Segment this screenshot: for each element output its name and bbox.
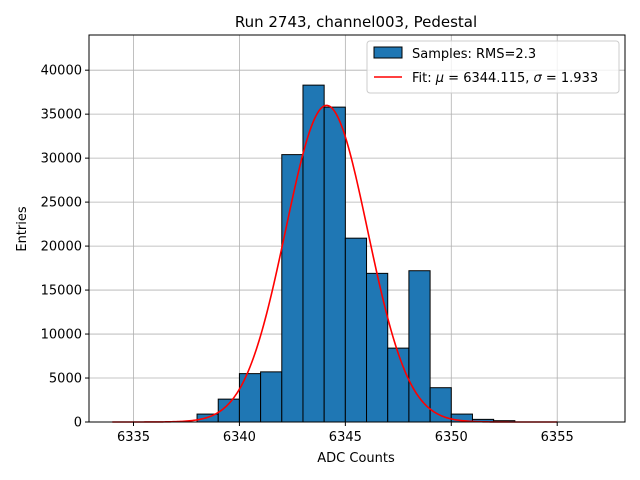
x-tick-label: 6355 <box>541 430 574 445</box>
histogram-bar <box>387 347 410 423</box>
chart-title: Run 2743, channel003, Pedestal <box>235 13 477 31</box>
histogram-bar <box>366 272 389 423</box>
y-axis-ticks: 0 5000 10000 15000 20000 25000 30000 35000 40000 <box>41 64 89 431</box>
x-tick-label: 6345 <box>329 430 362 445</box>
y-tick-label: 40000 <box>41 64 82 79</box>
legend-label-fit: Fit: μ = 6344.115, σ = 1.933 <box>412 71 598 86</box>
legend-swatch-samples <box>373 46 403 59</box>
histogram-bar <box>281 154 304 423</box>
y-tick-label: 15000 <box>41 284 82 299</box>
y-tick-label: 5000 <box>49 372 82 387</box>
histogram-bars <box>196 84 516 423</box>
histogram-bar <box>323 106 346 423</box>
y-tick-label: 25000 <box>41 196 82 211</box>
histogram-bar <box>344 237 368 423</box>
x-tick-label: 6350 <box>435 430 468 445</box>
y-tick-label: 30000 <box>41 152 82 167</box>
x-axis-ticks: 6335 6340 6345 6350 6355 <box>117 422 574 445</box>
histogram-bar <box>260 371 283 423</box>
x-axis-label: ADC Counts <box>317 451 395 466</box>
histogram-bar <box>408 270 431 423</box>
legend-label-samples: Samples: RMS=2.3 <box>412 47 536 62</box>
legend-box <box>366 40 620 94</box>
x-tick-label: 6340 <box>223 430 256 445</box>
x-tick-label: 6335 <box>117 430 150 445</box>
plot-frame <box>88 34 626 423</box>
y-tick-label: 20000 <box>41 240 82 255</box>
histogram-bar <box>238 373 262 423</box>
legend: Samples: RMS=2.3 Fit: μ = 6344.115, σ = … <box>366 40 620 94</box>
histogram-bar <box>429 387 452 423</box>
y-tick-label: 10000 <box>41 328 82 343</box>
y-axis-label: Entries <box>15 206 30 252</box>
y-tick-label: 0 <box>74 416 82 431</box>
y-tick-label: 35000 <box>41 108 82 123</box>
histogram-bar <box>302 84 325 423</box>
